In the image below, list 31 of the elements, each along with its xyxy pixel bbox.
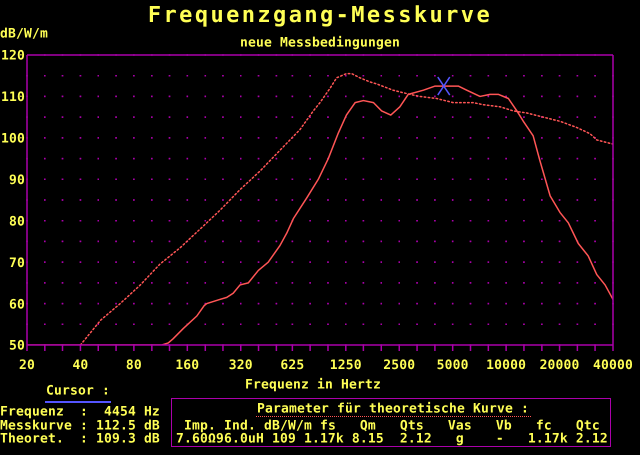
x-tick-label: 20 [19,358,35,374]
y-tick-label: 120 [1,48,25,64]
text: 7.60Ω96.0uH 109 1.17k 8.15 2.12 g - 1.17k 2.12 [176,432,608,446]
y-tick-label: 70 [9,256,25,271]
y-tick-label: 80 [9,214,25,230]
x-tick-label: 20000 [540,358,580,374]
text: Theoret. : 109.3 dB [0,432,160,446]
x-tick-label: 1250 [330,358,362,374]
y-tick-label: 60 [9,297,25,312]
text: Messkurve : 112.5 dB [0,418,160,434]
chart-subtitle: neue Messbedingungen [240,36,400,50]
x-tick-label: 40 [72,358,88,374]
text: Parameter für theoretische Kurve : [257,402,529,416]
x-axis-title: Frequenz in Hertz [245,378,381,392]
y-tick-label: 90 [9,172,25,188]
x-tick-label: 10000 [486,358,526,374]
y-tick-label: 110 [1,90,25,106]
x-tick-label: 625 [280,358,304,374]
text: Frequenz : 4454 Hz [0,404,160,420]
x-tick-label: 320 [228,358,253,374]
x-tick-label: 5000 [436,358,469,374]
y-tick-label: 100 [1,132,25,147]
text: Imp. Ind. dB/W/m fs Qm Qts Vas Vb fc Qtc [184,418,600,434]
y-tick-label: 50 [9,338,25,354]
x-tick-label: 2500 [383,358,416,374]
text: Cursor : [46,384,110,398]
chart-title: Frequenzgang-Messkurve [146,3,494,28]
x-tick-label: 80 [126,358,142,374]
y-axis-title: dB/W/m [0,26,48,42]
x-tick-label: 40000 [593,358,633,374]
x-tick-label: 160 [175,358,200,374]
